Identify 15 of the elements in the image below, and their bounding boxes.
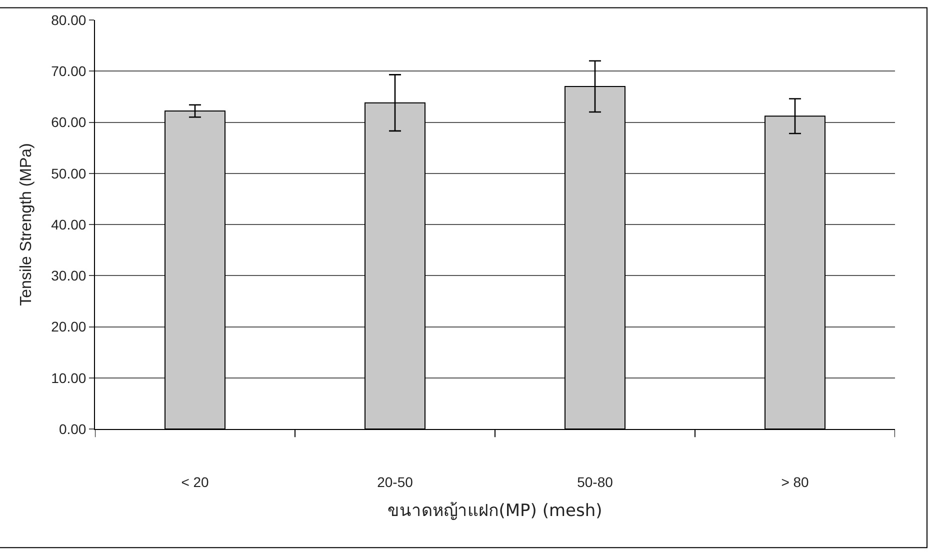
- y-axis-title: Tensile Strength (MPa): [18, 143, 36, 306]
- y-tick-label: 40.00: [51, 216, 86, 232]
- x-tick-label: 50-80: [577, 474, 614, 490]
- x-axis-title: ขนาดหญ้าแฝก(MP) (mesh): [388, 501, 602, 522]
- y-tick-label: 70.00: [51, 63, 86, 80]
- y-tick-label: 30.00: [51, 268, 86, 284]
- x-tick-label: < 20: [181, 474, 210, 490]
- y-tick-label: 20.00: [51, 318, 86, 335]
- y-tick-label: 80.00: [51, 12, 86, 28]
- y-tick-label: 10.00: [51, 370, 86, 386]
- y-tick-label: 0.00: [58, 420, 86, 437]
- y-tick-label: 60.00: [51, 114, 86, 130]
- x-tick-label: > 80: [781, 474, 810, 490]
- x-tick-label: 20-50: [377, 474, 414, 490]
- y-tick-label: 50.00: [51, 165, 86, 182]
